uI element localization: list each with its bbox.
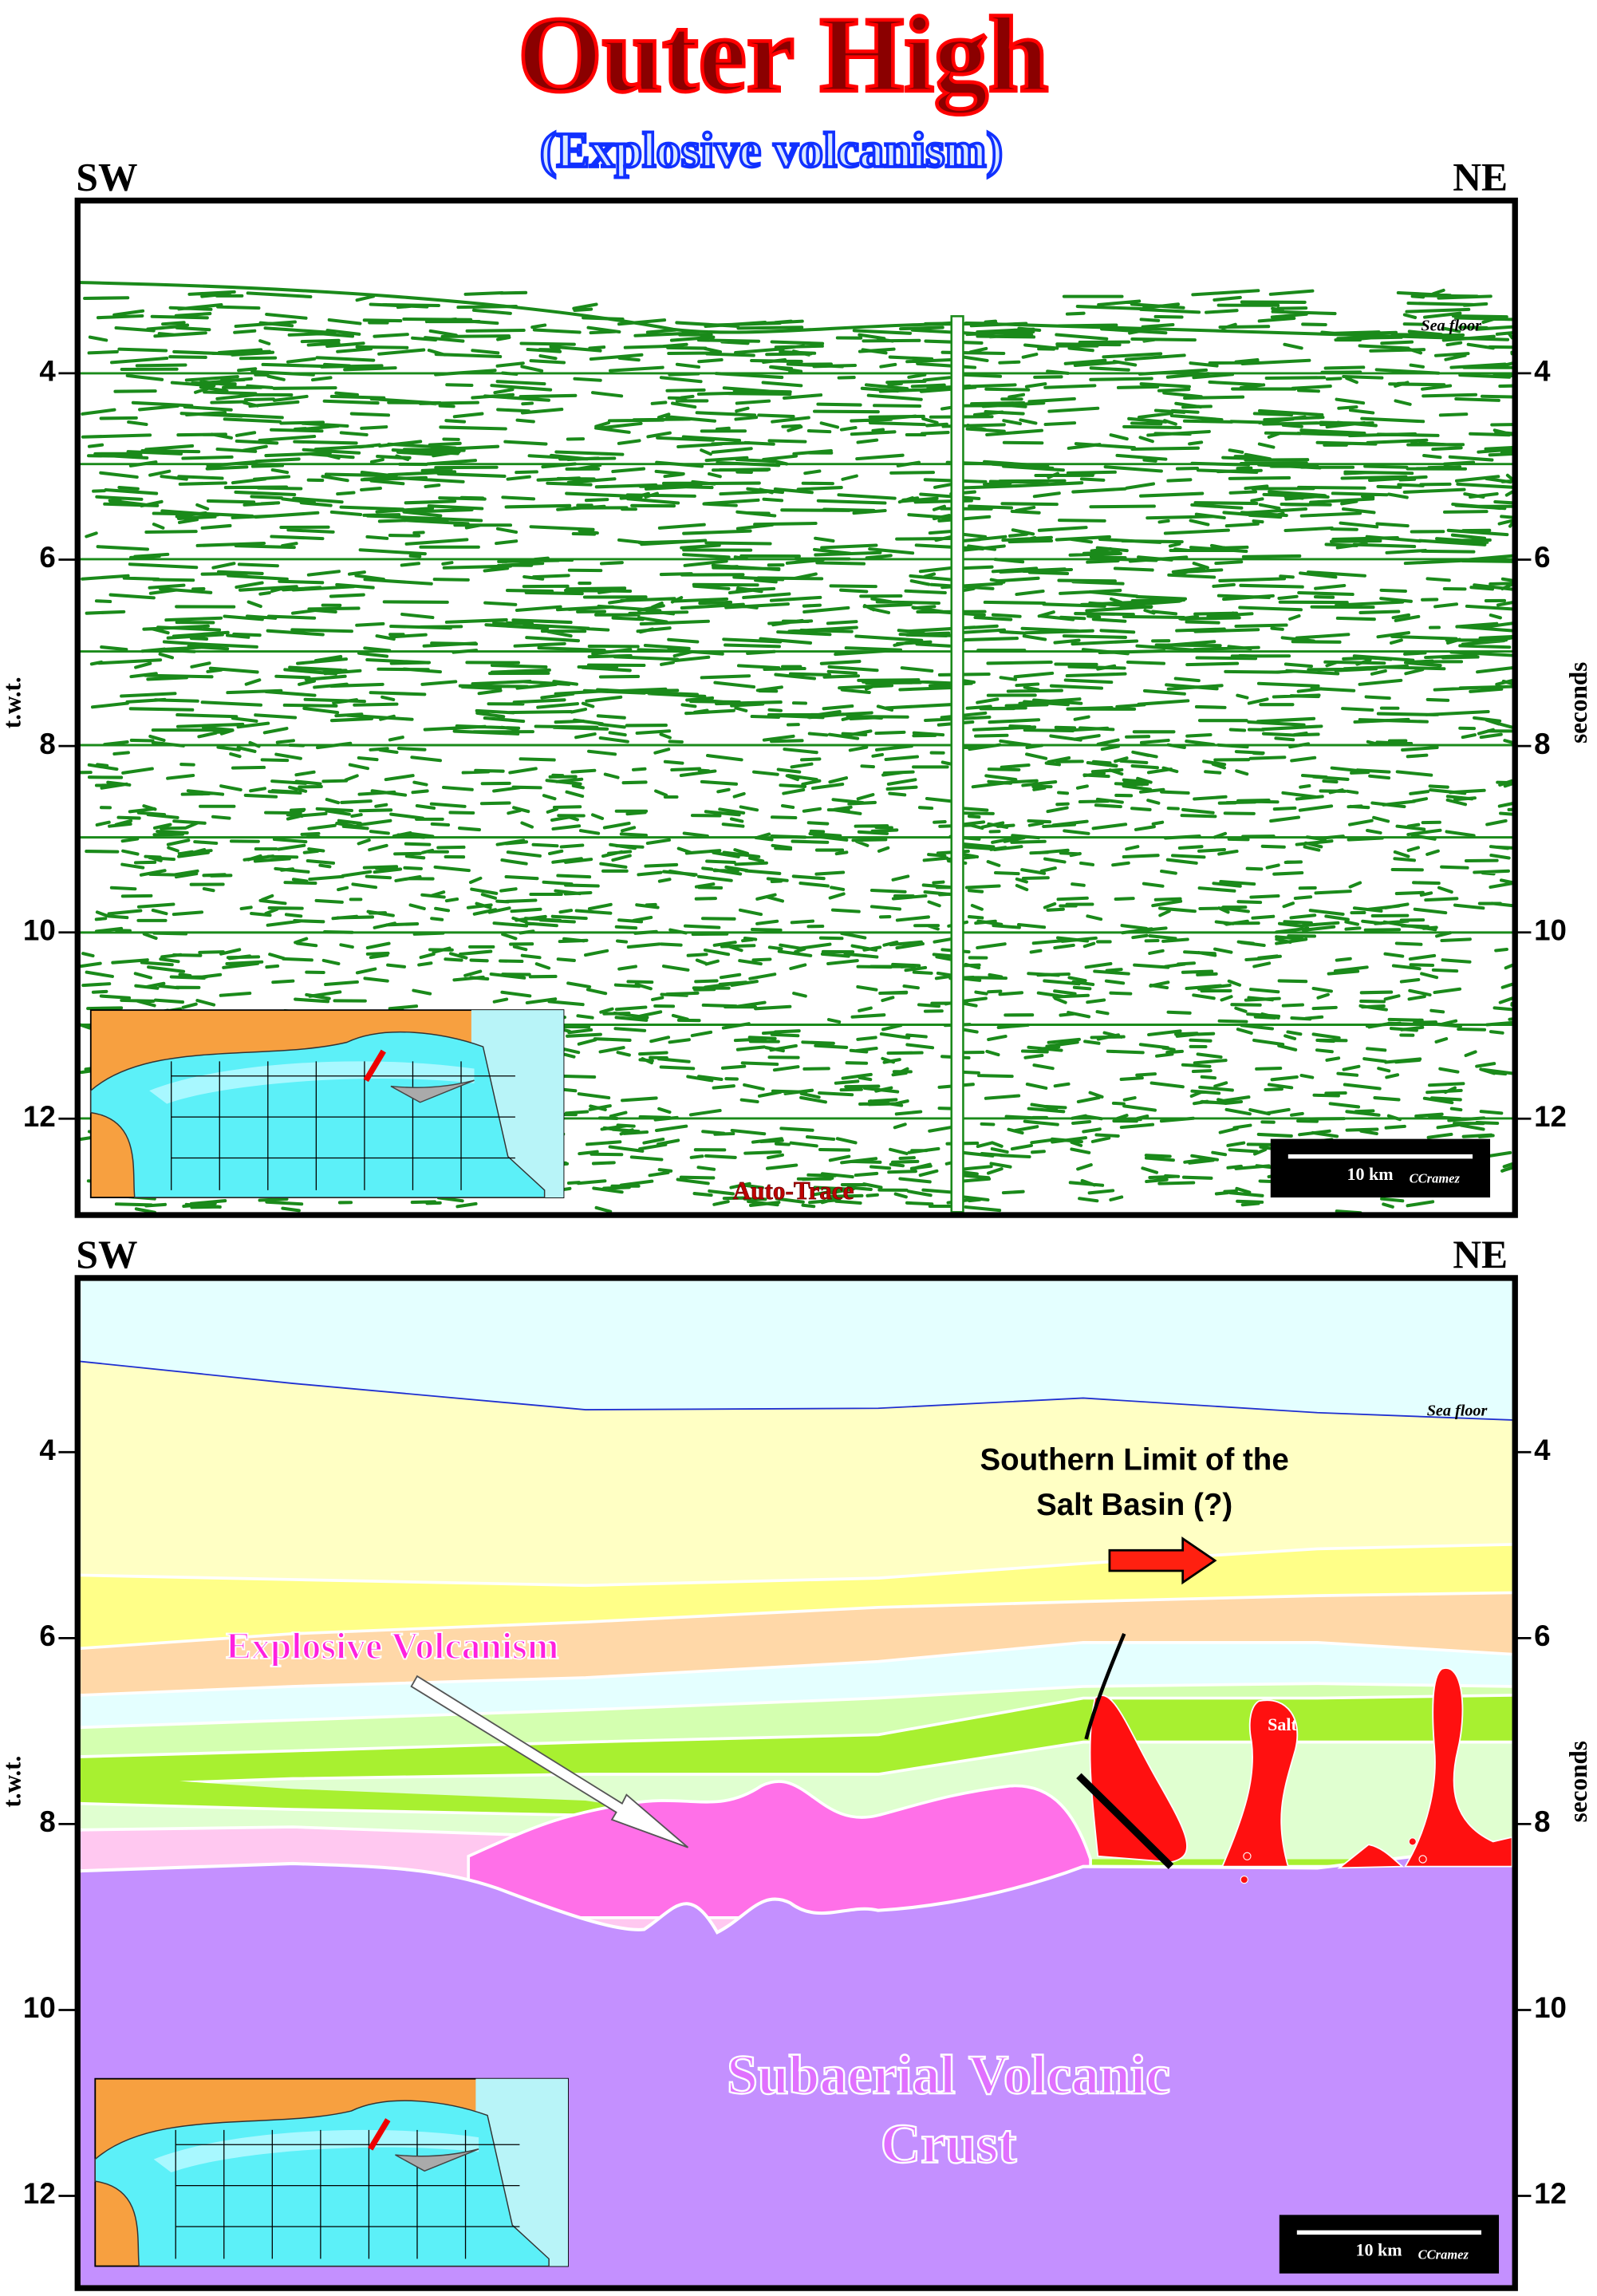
- y-tick-label: 6: [39, 1619, 55, 1652]
- salt-dot: [1418, 1855, 1427, 1864]
- auto-trace-label: Auto-Trace: [733, 1177, 854, 1205]
- axis-label: seconds: [1564, 662, 1592, 744]
- panel-border: [74, 1275, 1518, 2291]
- y-tick-label: 4: [1534, 1434, 1551, 1466]
- inset-mark: [395, 2148, 479, 2172]
- credit: CCramez: [1410, 1171, 1461, 1186]
- salt-limit-label: Salt Basin (?): [1036, 1488, 1232, 1522]
- y-tick-label: 6: [1534, 541, 1550, 574]
- crust-top: [80, 1843, 1512, 1935]
- volcanism-label: Explosive Volcanism: [226, 1625, 558, 1667]
- y-tick-label: 4: [39, 355, 56, 388]
- layer-green-top: [80, 1694, 1512, 1758]
- subtitle: (Explosive volcanism): [540, 123, 1003, 178]
- panel-border: [74, 197, 1518, 1218]
- sea-floor: [78, 281, 1510, 341]
- y-tick-label: 10: [1534, 1991, 1567, 2024]
- fault: [1076, 1773, 1174, 1869]
- y-tick-label: 8: [1534, 728, 1550, 760]
- salt-dot: [1408, 1837, 1417, 1846]
- layer-peach-top: [80, 1591, 1512, 1651]
- y-tick-label: 8: [39, 1805, 55, 1838]
- y-tick-label: 4: [39, 1434, 56, 1466]
- y-tick-label: 12: [23, 1100, 56, 1133]
- fault: [1084, 1632, 1126, 1740]
- ne-label: NE: [1453, 1233, 1508, 1276]
- salt-limit-arrow: [1108, 1536, 1217, 1585]
- scale-bar: [1279, 2215, 1500, 2274]
- crust-label: Subaerial Volcanic: [727, 2045, 1170, 2106]
- scale-label: 10 km: [1356, 2240, 1402, 2260]
- salt-dot: [1243, 1852, 1252, 1860]
- axis-label: t.w.t.: [0, 677, 26, 728]
- inset-mark: [390, 1079, 475, 1103]
- layer-palegreen-top: [80, 1740, 1512, 1788]
- scale-label: 10 km: [1347, 1164, 1394, 1184]
- ne-label: NE: [1453, 156, 1508, 199]
- y-tick-label: 12: [23, 2177, 56, 2210]
- inset-profile: [368, 2118, 391, 2151]
- interpretation-panel: 10 km CCramez Sea floor Southern Limit of t…: [0, 1275, 1592, 2291]
- sea-floor-label: Sea floor: [1427, 1402, 1488, 1419]
- inset-profile: [363, 1049, 386, 1083]
- auto-trace-column: [950, 315, 964, 1213]
- salt-body: [1220, 1699, 1299, 1868]
- y-tick-label: 12: [1534, 1100, 1567, 1133]
- y-tick-label: 6: [1534, 1619, 1550, 1652]
- salt-label: Salt: [1268, 1714, 1297, 1734]
- y-tick-label: 6: [39, 541, 55, 574]
- layer-cyan-top: [80, 1641, 1512, 1697]
- y-tick-label: 10: [23, 913, 56, 946]
- axis-label: t.w.t.: [0, 1756, 26, 1808]
- sea-floor-top: [80, 1360, 1512, 1421]
- salt-body: [1089, 1694, 1188, 1864]
- inset-shelf: [153, 2129, 479, 2173]
- crust-label: Crust: [881, 2113, 1016, 2175]
- y-tick-label: 10: [1534, 913, 1567, 946]
- axis-label: seconds: [1564, 1741, 1592, 1822]
- layer-lightgreen-top: [80, 1682, 1512, 1730]
- salt-limit-label: Southern Limit of the: [980, 1442, 1288, 1477]
- y-tick-label: 4: [1534, 355, 1551, 388]
- seismic-reflections: [78, 281, 1514, 1215]
- y-tick-label: 8: [1534, 1805, 1550, 1838]
- sw-label: SW: [76, 156, 137, 199]
- salt-dot: [1240, 1875, 1248, 1884]
- inset-shelf: [149, 1061, 475, 1104]
- sw-label: SW: [76, 1233, 137, 1276]
- y-tick-label: 10: [23, 1991, 56, 2024]
- title: Outer High: [518, 0, 1048, 115]
- sea-floor-label: Sea floor: [1421, 318, 1481, 335]
- scale-bar: [1270, 1138, 1491, 1198]
- y-tick-label: 8: [39, 728, 55, 760]
- layer-yellow-top: [80, 1543, 1512, 1588]
- salt-body: [1337, 1844, 1405, 1869]
- volcanism-arrow: [410, 1675, 689, 1848]
- y-tick-label: 12: [1534, 2177, 1567, 2210]
- seismic-panel: 10 km CCramez Sea floor Auto-Trace 4 4 6 6 8 8 10 1…: [0, 197, 1592, 1218]
- credit: CCramez: [1418, 2247, 1469, 2262]
